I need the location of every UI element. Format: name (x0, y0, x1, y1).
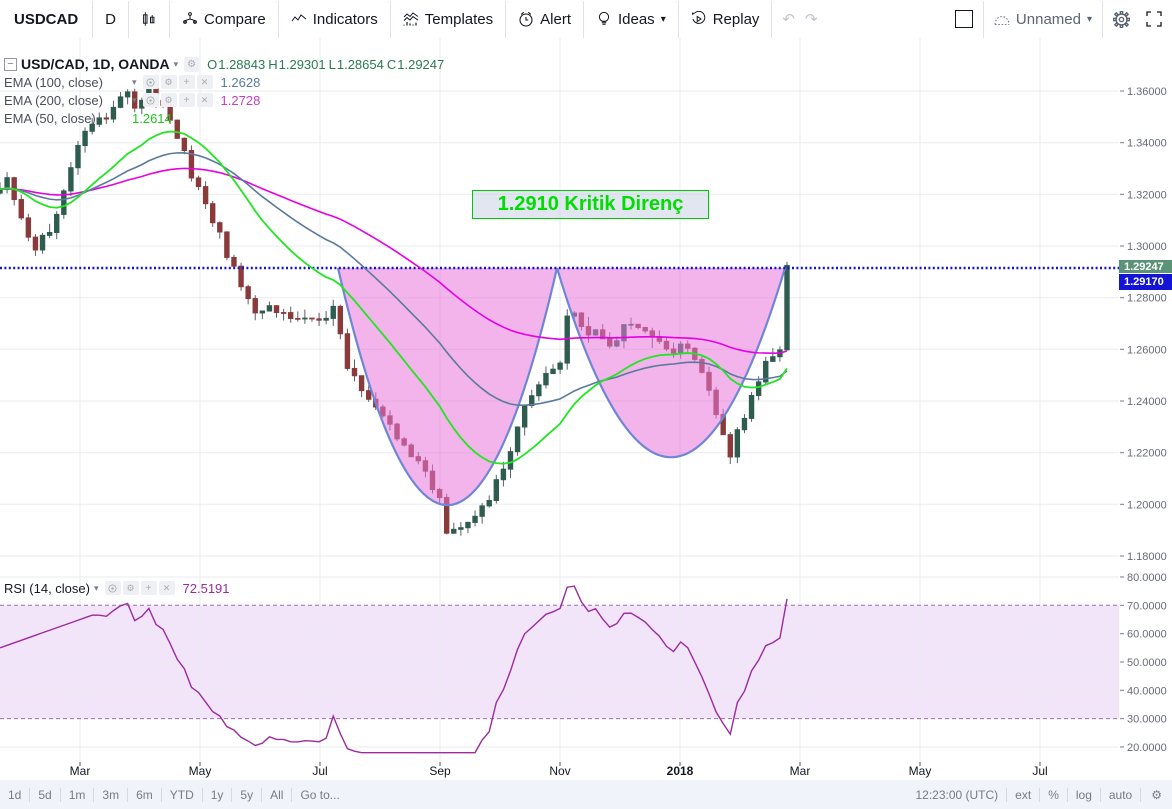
svg-text:1.18000: 1.18000 (1127, 551, 1167, 563)
svg-text:Mar: Mar (790, 764, 811, 778)
svg-text:Jul: Jul (312, 764, 327, 778)
svg-text:May: May (909, 764, 932, 778)
svg-text:Mar: Mar (70, 764, 91, 778)
svg-text:1.20000: 1.20000 (1127, 499, 1167, 511)
svg-text:Jul: Jul (1032, 764, 1047, 778)
svg-text:Sep: Sep (429, 764, 451, 778)
svg-text:1.26000: 1.26000 (1127, 344, 1167, 356)
svg-text:50.0000: 50.0000 (1127, 657, 1167, 669)
svg-text:1.24000: 1.24000 (1127, 396, 1167, 408)
svg-text:30.0000: 30.0000 (1127, 714, 1167, 726)
svg-text:70.0000: 70.0000 (1127, 600, 1167, 612)
svg-text:Nov: Nov (549, 764, 570, 778)
svg-text:60.0000: 60.0000 (1127, 629, 1167, 641)
svg-text:40.0000: 40.0000 (1127, 685, 1167, 697)
svg-text:1.36000: 1.36000 (1127, 86, 1167, 98)
svg-text:1.28000: 1.28000 (1127, 293, 1167, 305)
svg-text:20.0000: 20.0000 (1127, 742, 1167, 754)
svg-text:May: May (189, 764, 212, 778)
svg-text:2018: 2018 (667, 764, 694, 778)
svg-text:80.0000: 80.0000 (1127, 572, 1167, 584)
svg-text:1.34000: 1.34000 (1127, 138, 1167, 150)
svg-text:1.22000: 1.22000 (1127, 448, 1167, 460)
svg-text:1.32000: 1.32000 (1127, 189, 1167, 201)
svg-text:1.30000: 1.30000 (1127, 241, 1167, 253)
